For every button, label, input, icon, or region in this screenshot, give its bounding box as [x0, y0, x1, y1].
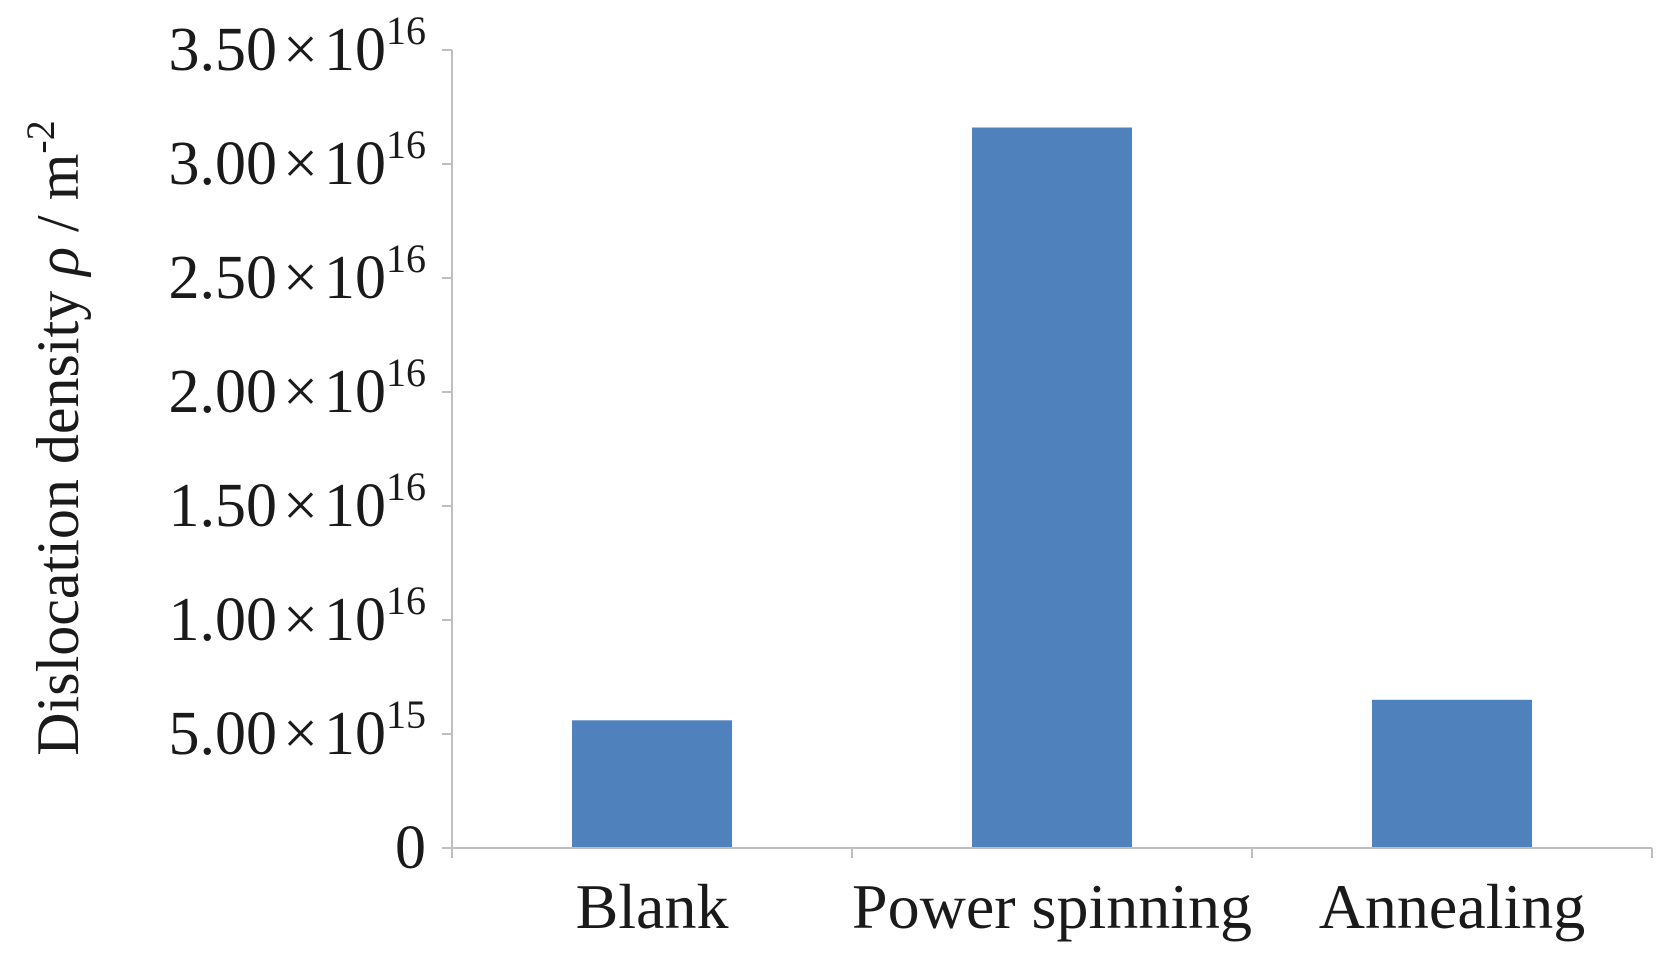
y-tick-mantissa: 1.50: [169, 472, 278, 540]
y-axis-title-symbol: ρ: [25, 247, 91, 278]
y-tick-exponent: 16: [386, 8, 426, 53]
y-tick-exponent: 16: [386, 236, 426, 281]
y-tick-times: ×: [283, 16, 318, 84]
y-axis-title-unit: / m: [25, 154, 91, 247]
y-tick-label: 2.00×1016: [169, 350, 426, 426]
y-axis-title: Dislocation density ρ / m-2: [18, 120, 91, 755]
y-tick-exponent: 15: [386, 692, 426, 737]
y-tick-times: ×: [283, 130, 318, 198]
y-tick-times: ×: [283, 244, 318, 312]
y-tick-base: 10: [324, 130, 386, 198]
y-tick-base: 10: [324, 700, 386, 768]
y-tick-label: 5.00×1015: [169, 692, 426, 768]
y-tick-base: 10: [324, 472, 386, 540]
y-tick-times: ×: [283, 358, 318, 426]
y-axis-label: Dislocation density ρ / m-2: [18, 120, 91, 755]
y-tick-times: ×: [283, 700, 318, 768]
bar-annealing: [1372, 699, 1532, 848]
y-tick-label: 1.50×1016: [169, 464, 426, 540]
axes: [442, 49, 1653, 858]
bars-layer: [572, 127, 1532, 848]
y-tick-base: 10: [324, 244, 386, 312]
y-tick-labels: 05.00×10151.00×10161.50×10162.00×10162.5…: [169, 8, 426, 882]
y-tick-exponent: 16: [386, 122, 426, 167]
y-tick-mantissa: 0: [395, 814, 426, 882]
y-axis-title-exponent: -2: [18, 120, 63, 153]
y-tick-mantissa: 3.50: [169, 16, 278, 84]
y-tick-base: 10: [324, 358, 386, 426]
bar-power-spinning: [972, 127, 1132, 848]
bar-blank: [572, 720, 732, 848]
x-tick-label: Power spinning: [852, 871, 1252, 942]
y-tick-label: 0: [395, 814, 426, 882]
y-tick-mantissa: 1.00: [169, 586, 278, 654]
y-tick-times: ×: [283, 472, 318, 540]
y-tick-base: 10: [324, 586, 386, 654]
y-tick-mantissa: 3.00: [169, 130, 278, 198]
y-tick-mantissa: 2.50: [169, 244, 278, 312]
y-tick-label: 1.00×1016: [169, 578, 426, 654]
y-tick-mantissa: 5.00: [169, 700, 278, 768]
y-tick-label: 3.50×1016: [169, 8, 426, 84]
x-tick-label: Blank: [576, 871, 729, 942]
y-tick-exponent: 16: [386, 464, 426, 509]
x-tick-label: Annealing: [1319, 871, 1586, 942]
y-tick-label: 2.50×1016: [169, 236, 426, 312]
y-tick-base: 10: [324, 16, 386, 84]
y-tick-exponent: 16: [386, 578, 426, 623]
y-tick-mantissa: 2.00: [169, 358, 278, 426]
x-tick-labels: Blank Power spinning Annealing: [576, 871, 1586, 942]
y-tick-label: 3.00×1016: [169, 122, 426, 198]
y-axis-title-prefix: Dislocation density: [25, 276, 91, 756]
y-tick-times: ×: [283, 586, 318, 654]
y-tick-exponent: 16: [386, 350, 426, 395]
